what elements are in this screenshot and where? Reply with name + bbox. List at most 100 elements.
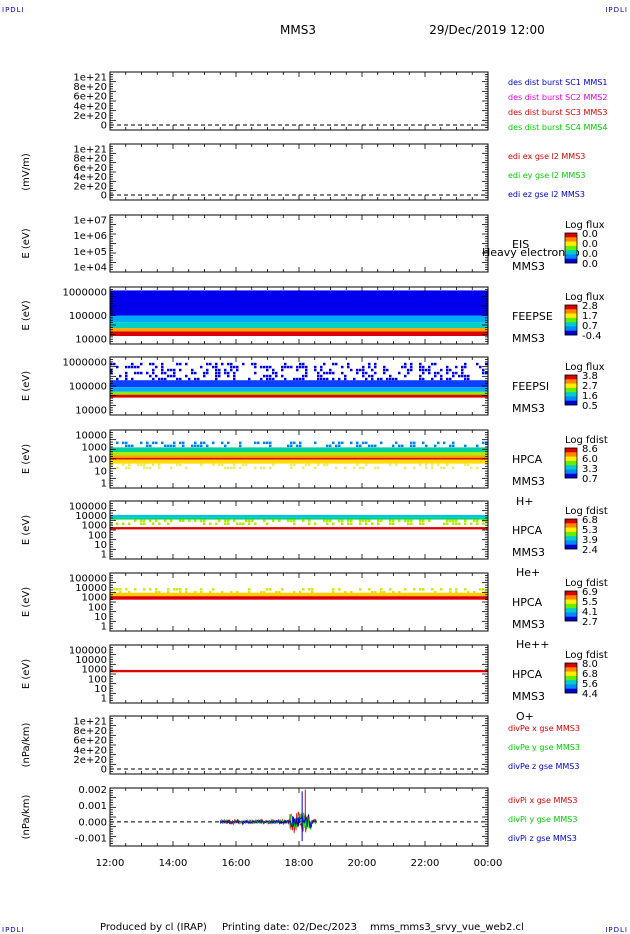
heatmap-cell (215, 377, 218, 381)
heatmap-cell (401, 365, 404, 369)
heatmap-cell (233, 463, 236, 467)
heatmap-band (110, 391, 488, 395)
heatmap-cell (143, 522, 146, 526)
instrument-label: HPCA (512, 668, 543, 681)
heatmap-cell (305, 368, 308, 372)
colorbar-segment (565, 313, 577, 319)
heatmap-cell (422, 519, 425, 523)
heatmap-cell (233, 519, 236, 523)
heatmap-cell (224, 444, 227, 448)
heatmap-cell (179, 362, 182, 366)
y-tick-label: 1 (101, 550, 107, 561)
heatmap-cell (434, 444, 437, 448)
heatmap-cell (440, 377, 443, 381)
heatmap-cell (266, 365, 269, 369)
heatmap-cell (116, 466, 119, 470)
heatmap-cell (410, 365, 413, 369)
colorbar-tick-label: 0.7 (582, 321, 598, 332)
heatmap-cell (437, 441, 440, 445)
heatmap-cell (326, 463, 329, 467)
heatmap-cell (362, 371, 365, 375)
heatmap-cell (299, 444, 302, 448)
heatmap-cell (362, 519, 365, 523)
colorbar-segment (565, 387, 577, 393)
heatmap-cell (344, 377, 347, 381)
heatmap-cell (167, 368, 170, 372)
heatmap-cell (200, 365, 203, 369)
legend-entry: divPi z gse MMS3 (508, 834, 577, 843)
colorbar-tick-label: 6.8 (582, 515, 598, 526)
heatmap-cell (455, 365, 458, 369)
heatmap-cell (125, 371, 128, 375)
heatmap-cell (425, 466, 428, 470)
heatmap-cell (185, 591, 188, 594)
heatmap-cell (398, 444, 401, 448)
y-tick-label: 1 (101, 694, 107, 705)
heatmap-cell (437, 371, 440, 375)
heatmap-cell (404, 374, 407, 378)
colorbar-segment (565, 527, 577, 533)
instrument-label: HPCA (512, 453, 543, 466)
heatmap-cell (167, 591, 170, 594)
heatmap-cell (410, 519, 413, 523)
heatmap-cell (455, 371, 458, 375)
y-tick-label: 0.000 (78, 817, 107, 828)
heatmap-cell (341, 441, 344, 445)
heatmap-cell (257, 441, 260, 445)
heatmap-cell (227, 362, 230, 366)
heatmap-cell (140, 463, 143, 467)
y-tick-label: 100000 (69, 311, 107, 322)
colorbar-tick-label: 3.3 (582, 464, 598, 475)
y-tick-label: 6e+20 (73, 163, 107, 174)
heatmap-cell (299, 365, 302, 369)
heatmap-cell (425, 444, 428, 448)
heatmap-cell (314, 365, 317, 369)
heatmap-cell (215, 371, 218, 375)
heatmap-cell (203, 371, 206, 375)
heatmap-cell (173, 371, 176, 375)
heatmap-cell (410, 444, 413, 448)
heatmap-cell (317, 374, 320, 378)
heatmap-cell (338, 588, 341, 591)
heatmap-cell (374, 444, 377, 448)
heatmap-cell (218, 374, 221, 378)
heatmap-cell (146, 466, 149, 470)
heatmap-cell (389, 519, 392, 523)
spacecraft-label: MMS3 (512, 546, 545, 559)
heatmap-cell (248, 591, 251, 594)
heatmap-cell (473, 519, 476, 523)
heatmap-cell (164, 444, 167, 448)
heatmap-cell (125, 365, 128, 369)
y-axis-label: E (eV) (21, 444, 32, 474)
heatmap-cell (428, 519, 431, 523)
heatmap-cell (476, 522, 479, 526)
heatmap-cell (215, 374, 218, 378)
heatmap-cell (419, 463, 422, 467)
heatmap-cell (482, 519, 485, 523)
heatmap-cell (302, 374, 305, 378)
colorbar-tick-label: 0.7 (582, 474, 598, 485)
heatmap-cell (350, 591, 353, 594)
instrument-label: EIS (512, 238, 529, 251)
heatmap-cell (347, 519, 350, 523)
heatmap-cell (293, 522, 296, 526)
heatmap-cell (155, 365, 158, 369)
heatmap-cell (209, 591, 212, 594)
corner-label-top-right: IPDLI (605, 6, 628, 14)
y-tick-label: 1e+04 (73, 263, 107, 274)
heatmap-band (110, 322, 488, 329)
heatmap-cell (272, 463, 275, 467)
colorbar-segment (565, 254, 577, 260)
heatmap-cell (389, 588, 392, 591)
heatmap-cell (302, 365, 305, 369)
heatmap-cell (170, 368, 173, 372)
heatmap-cell (263, 519, 266, 523)
heatmap-cell (164, 377, 167, 381)
heatmap-cell (482, 588, 485, 591)
heatmap-cell (212, 588, 215, 591)
heatmap-cell (449, 377, 452, 381)
heatmap-cell (404, 588, 407, 591)
heatmap-cell (230, 368, 233, 372)
